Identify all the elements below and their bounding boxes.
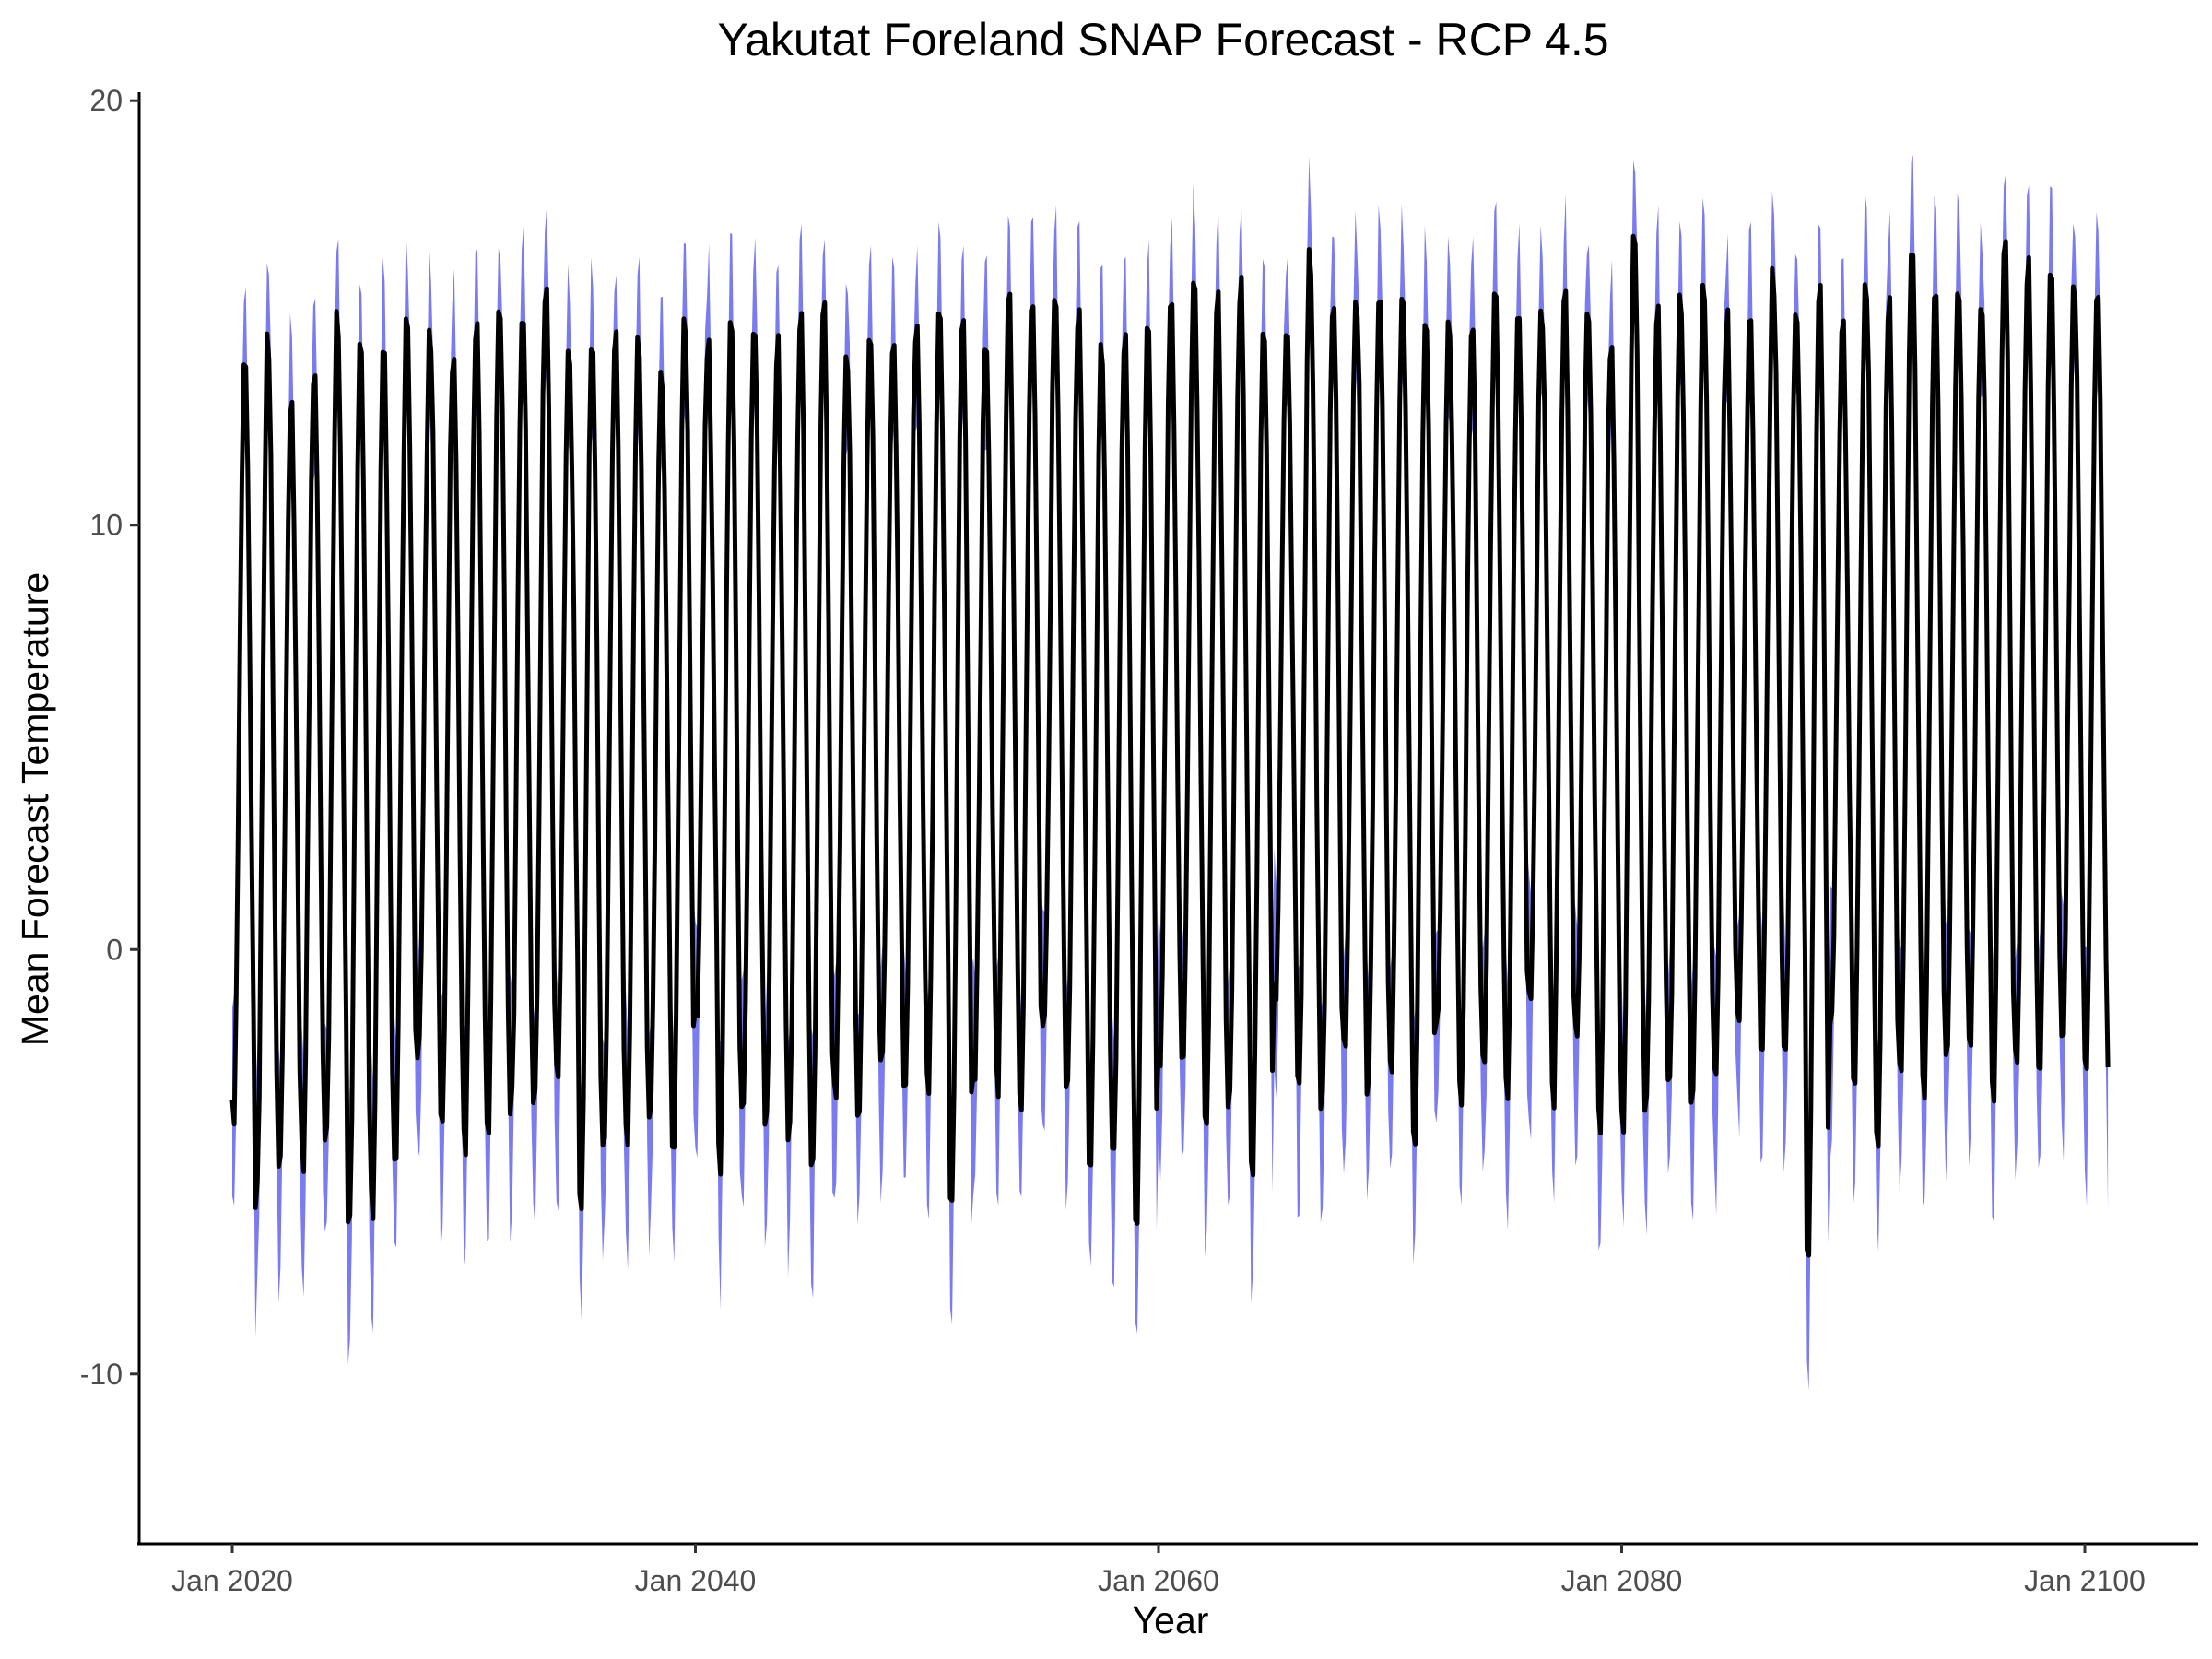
mean-series-line [229, 233, 2111, 1258]
y-tick-label: 10 [89, 509, 123, 542]
y-axis: -10 0 10 20 [80, 84, 139, 1391]
y-tick-label: 0 [106, 933, 123, 966]
y-tick-label: -10 [80, 1358, 123, 1391]
x-tick-label: Jan 2020 [171, 1564, 293, 1597]
x-tick-label: Jan 2040 [635, 1564, 757, 1597]
x-tick-label: Jan 2060 [1098, 1564, 1219, 1597]
chart-title: Yakutat Foreland SNAP Forecast - RCP 4.5 [717, 14, 1608, 65]
x-tick-label: Jan 2100 [2024, 1564, 2146, 1597]
x-axis-title: Year [1133, 1599, 1209, 1641]
plot-area [229, 154, 2111, 1391]
y-axis-title: Mean Forecast Temperature [14, 572, 56, 1046]
y-tick-label: 20 [89, 84, 123, 117]
x-axis: Jan 2020 Jan 2040 Jan 2060 Jan 2080 Jan 2100 [171, 1544, 2146, 1597]
x-tick-label: Jan 2080 [1561, 1564, 1683, 1597]
